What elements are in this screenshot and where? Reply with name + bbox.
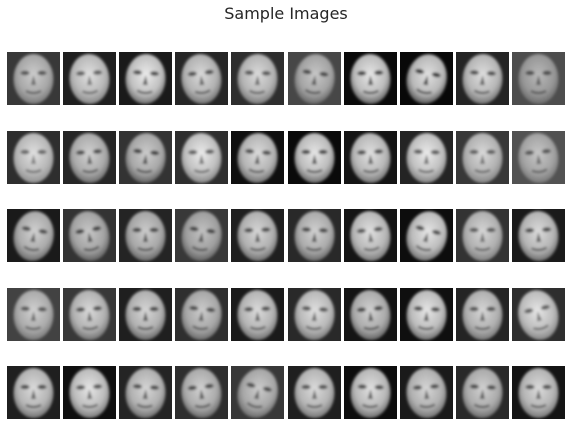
face-thumbnail <box>231 366 284 419</box>
face-thumbnail <box>512 288 565 341</box>
face-thumbnail <box>231 288 284 341</box>
face-thumbnail <box>400 209 453 262</box>
face-thumbnail <box>288 288 341 341</box>
face-thumbnail <box>63 52 116 105</box>
face-thumbnail <box>231 131 284 184</box>
face-thumbnail <box>7 52 60 105</box>
face-thumbnail <box>175 288 228 341</box>
face-thumbnail <box>400 52 453 105</box>
face-thumbnail <box>175 209 228 262</box>
face-thumbnail <box>63 366 116 419</box>
face-thumbnail <box>456 209 509 262</box>
figure-title: Sample Images <box>224 4 348 23</box>
face-thumbnail <box>7 131 60 184</box>
face-thumbnail <box>400 366 453 419</box>
face-thumbnail <box>456 288 509 341</box>
face-thumbnail <box>175 131 228 184</box>
face-thumbnail <box>7 288 60 341</box>
face-thumbnail <box>175 366 228 419</box>
face-thumbnail <box>512 52 565 105</box>
face-thumbnail <box>288 52 341 105</box>
face-thumbnail <box>344 366 397 419</box>
face-thumbnail <box>456 131 509 184</box>
face-thumbnail <box>344 131 397 184</box>
face-thumbnail <box>512 366 565 419</box>
face-thumbnail <box>344 52 397 105</box>
face-thumbnail <box>400 131 453 184</box>
face-thumbnail <box>119 131 172 184</box>
face-thumbnail <box>7 366 60 419</box>
face-thumbnail <box>119 209 172 262</box>
face-thumbnail <box>63 209 116 262</box>
face-thumbnail <box>456 366 509 419</box>
face-thumbnail <box>344 288 397 341</box>
face-thumbnail <box>63 288 116 341</box>
face-thumbnail <box>512 209 565 262</box>
face-thumbnail <box>119 366 172 419</box>
face-thumbnail <box>288 209 341 262</box>
face-thumbnail <box>456 52 509 105</box>
face-thumbnail <box>119 52 172 105</box>
face-thumbnail <box>288 131 341 184</box>
face-thumbnail <box>7 209 60 262</box>
face-thumbnail <box>63 131 116 184</box>
face-thumbnail <box>175 52 228 105</box>
face-thumbnail <box>231 52 284 105</box>
face-thumbnail <box>512 131 565 184</box>
face-thumbnail <box>288 366 341 419</box>
face-thumbnail <box>400 288 453 341</box>
face-thumbnail <box>119 288 172 341</box>
face-thumbnail <box>231 209 284 262</box>
face-thumbnail <box>344 209 397 262</box>
